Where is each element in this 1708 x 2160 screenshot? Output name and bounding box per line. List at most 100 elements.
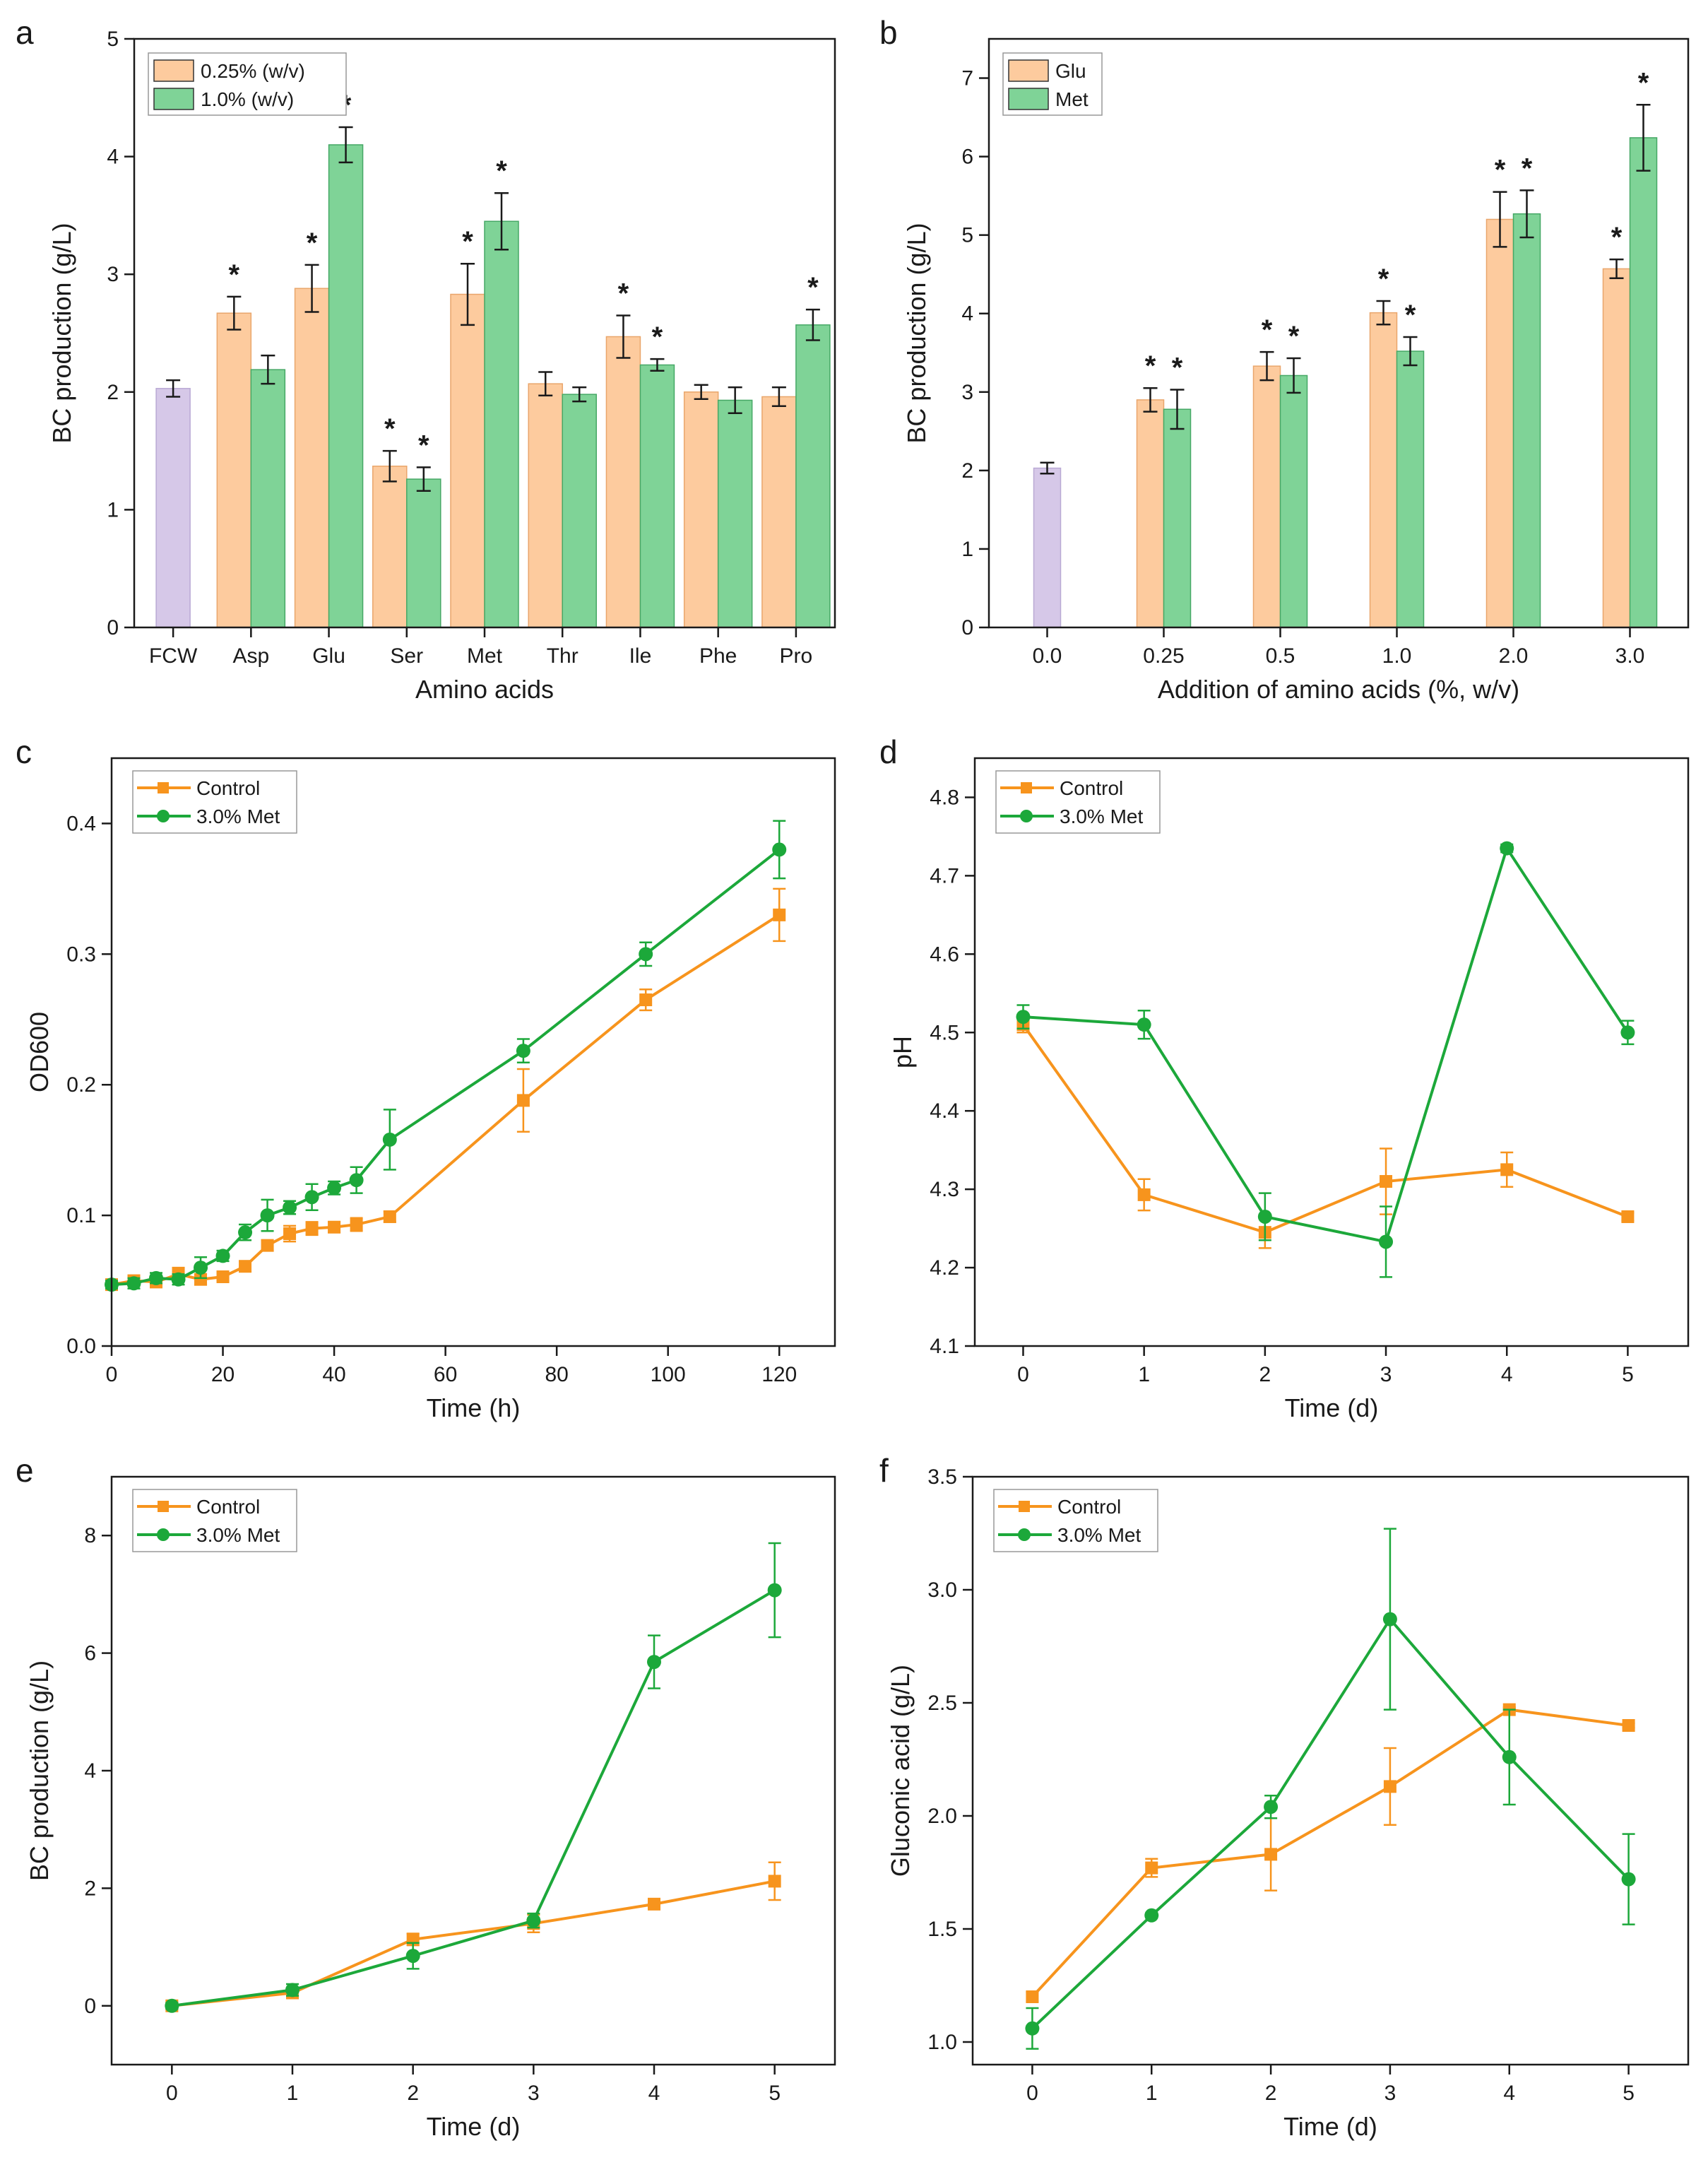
x-tick-label: 3 [528, 2082, 540, 2105]
data-point [304, 1190, 319, 1205]
data-point [239, 1260, 252, 1273]
y-tick-label: 0 [107, 616, 119, 639]
series-line [1031, 1708, 1629, 1998]
series-met [1025, 1528, 1636, 2050]
data-point [1145, 1861, 1158, 1875]
series-met [105, 820, 787, 1292]
x-tick-label: 2 [1259, 1363, 1271, 1386]
data-point [1620, 1025, 1635, 1040]
x-tick-label: 3 [1380, 1363, 1392, 1386]
data-point [216, 1270, 230, 1284]
data-point [768, 1875, 781, 1888]
x-tick-label: Glu [312, 644, 345, 668]
data-point [215, 1249, 230, 1263]
data-point [1500, 1163, 1514, 1176]
y-tick-label: 0.1 [66, 1204, 96, 1227]
significance-star: * [1638, 67, 1649, 98]
panel-b-plot-frame [988, 37, 1690, 629]
series-line [172, 1879, 776, 2007]
bar-series-1 [372, 466, 408, 628]
panel-c-plot-frame [110, 757, 836, 1347]
y-tick-label: 0.2 [66, 1073, 96, 1097]
legend-label: 3.0% Met [1060, 805, 1143, 827]
y-tick-label: 0 [961, 616, 973, 639]
legend: 0.25% (w/v) 1.0% (w/v) [148, 52, 347, 116]
y-tick-label: 8 [84, 1524, 96, 1547]
x-tick-label: FCW [149, 644, 198, 668]
significance-star: * [1288, 321, 1300, 352]
x-tick-label: 5 [1623, 2082, 1635, 2105]
series-met [1016, 841, 1635, 1278]
bar-series-2 [562, 394, 597, 628]
data-point [516, 1044, 530, 1058]
data-point [767, 1583, 782, 1598]
y-tick-label: 0.0 [66, 1335, 96, 1358]
series-met [165, 1542, 782, 2013]
x-tick-label: 1 [1138, 1363, 1150, 1386]
x-tick-label: Thr [547, 644, 579, 668]
y-tick-label: 4 [961, 302, 973, 326]
series-line [111, 914, 781, 1287]
legend-box [993, 1489, 1158, 1552]
data-point [382, 1132, 397, 1147]
data-point [383, 1210, 396, 1223]
significance-star: * [618, 278, 629, 309]
significance-star: * [1172, 352, 1183, 383]
x-tick-label: 0.0 [1033, 644, 1062, 668]
x-tick-label: 1.0 [1382, 644, 1412, 668]
data-point [260, 1208, 275, 1223]
data-point [1383, 1780, 1396, 1793]
y-tick-label: 0 [84, 1995, 96, 2018]
x-tick-label: Asp [232, 644, 269, 668]
legend-label: Control [1060, 777, 1123, 799]
y-axis-title: Gluconic acid (g/L) [886, 1665, 915, 1877]
legend: Control 3.0% Met [132, 770, 297, 834]
data-point [194, 1261, 208, 1275]
panel-e-label: e [16, 1452, 34, 1489]
y-axis-title: BC production (g/L) [25, 1660, 54, 1881]
bar-series-2 [1629, 137, 1658, 628]
panel-a-plot-frame [133, 37, 836, 629]
y-tick-label: 4.3 [930, 1178, 959, 1201]
x-axis-title: Time (h) [427, 1393, 521, 1422]
y-axis-title: pH [888, 1036, 917, 1068]
x-tick-label: 20 [211, 1363, 235, 1386]
data-point [165, 1998, 179, 2013]
y-tick-label: 1.0 [927, 2031, 957, 2054]
panel-e-plot-frame [110, 1475, 836, 2066]
significance-star: * [229, 259, 240, 290]
bar-series-1 [528, 383, 563, 628]
legend-marker [1018, 1528, 1031, 1541]
data-point [1380, 1175, 1393, 1188]
data-point [405, 1949, 420, 1964]
significance-star: * [418, 430, 429, 461]
bar-series-2 [639, 364, 675, 628]
y-tick-label: 3 [107, 263, 119, 286]
legend-label: Control [196, 777, 260, 799]
y-tick-label: 1.5 [927, 1918, 957, 1941]
x-axis-title: Amino acids [415, 675, 554, 704]
bar-series-2 [328, 144, 364, 628]
y-tick-label: 6 [84, 1642, 96, 1665]
bar-series-1 [683, 391, 719, 628]
series-line [111, 848, 781, 1287]
significance-star: * [462, 226, 473, 257]
data-point [1382, 1612, 1397, 1627]
legend-label: 3.0% Met [196, 1524, 280, 1546]
x-tick-label: 3.0 [1615, 644, 1645, 668]
legend-marker [157, 1528, 170, 1541]
significance-star: * [1522, 153, 1533, 184]
data-point [283, 1200, 297, 1215]
bar-series-1 [450, 293, 485, 628]
legend-box [132, 770, 297, 834]
legend-swatch [153, 88, 194, 110]
y-tick-label: 0.3 [66, 943, 96, 966]
legend-label: 3.0% Met [1057, 1524, 1141, 1546]
panel-d-label: d [879, 733, 898, 770]
bar-series-2 [795, 324, 831, 628]
data-point [772, 842, 787, 857]
series-line [1021, 1024, 1629, 1234]
y-tick-label: 4.1 [930, 1335, 959, 1358]
data-point [1257, 1209, 1272, 1224]
bar-series-2 [484, 220, 519, 628]
